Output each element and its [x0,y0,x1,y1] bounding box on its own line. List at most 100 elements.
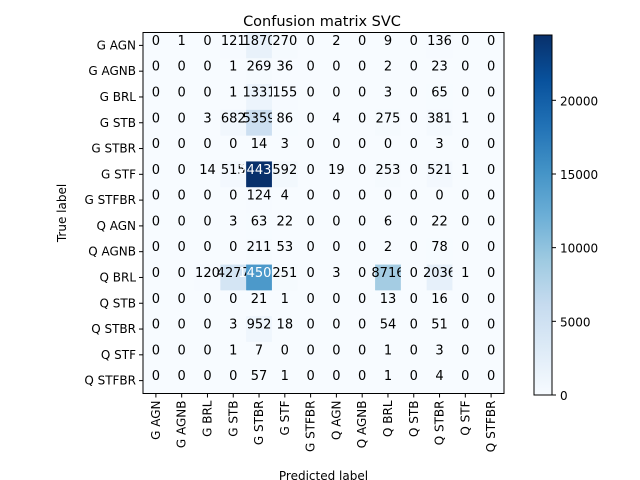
cell-value-label: 14 [199,163,216,178]
x-tick-label: G AGNB [175,401,189,449]
heatmap-cell [168,187,196,214]
heatmap-cell [400,58,428,85]
heatmap-cell [143,109,170,137]
heatmap-cell [400,341,428,369]
heatmap-cell [478,58,505,85]
cell-value-label: 0 [178,214,186,229]
heatmap-cell [168,32,196,59]
heatmap-cell [349,316,376,343]
cell-value-label: 0 [487,266,495,281]
cell-value-label: 51 [431,318,448,333]
x-tick-label: Q AGNB [355,401,369,449]
cell-value-label: 13 [380,292,397,307]
cell-value-label: 0 [203,343,211,358]
heatmap-cell [271,238,299,266]
heatmap-cell [194,32,221,59]
heatmap-cell [426,238,453,266]
heatmap-cell [143,32,170,59]
heatmap-cell [297,367,324,394]
cell-value-label: 4277 [217,266,250,281]
y-tick-label: Q BRL [99,270,136,284]
cell-value-label: 63 [251,214,268,229]
heatmap-cell [349,135,376,162]
heatmap-cell [220,238,247,266]
heatmap-cell [478,135,505,162]
cell-value-label: 4 [332,111,340,126]
cell-value-label: 54 [380,318,397,333]
heatmap-cell [426,367,453,394]
cell-value-label: 0 [229,189,237,204]
heatmap-cell [246,367,273,394]
x-tick-label: G STBR [252,401,266,446]
cell-value-label: 0 [306,266,314,281]
cell-value-label: 211 [247,240,272,255]
heatmap-cell [400,238,428,266]
y-tick-label: G AGN [97,38,136,52]
cell-value-label: 0 [306,60,314,75]
heatmap-cell [220,341,247,369]
heatmap-cell [426,84,453,111]
cell-value-label: 0 [281,343,289,358]
heatmap-cell [478,213,505,240]
cell-value-label: 0 [358,214,366,229]
cell-value-label: 0 [332,137,340,152]
heatmap-cell [349,84,376,111]
heatmap-cell [271,290,299,317]
cell-value-label: 592 [272,163,297,178]
heatmap-cell [194,135,221,162]
cell-value-label: 0 [410,60,418,75]
heatmap-cell [194,213,221,240]
heatmap-cell [452,109,479,137]
heatmap-cell [349,187,376,214]
cell-value-label: 0 [178,163,186,178]
cell-value-label: 0 [178,369,186,384]
heatmap-cell [297,109,324,137]
cell-value-label: 0 [461,189,469,204]
y-tick-label: G BRL [100,90,137,104]
heatmap-cell [426,290,453,317]
cell-value-label: 0 [152,60,160,75]
heatmap-cell [452,290,479,317]
heatmap-cell [246,213,273,240]
y-tick-label: Q STF [101,348,136,362]
cell-value-label: 0 [410,240,418,255]
heatmap-cell [478,316,505,343]
cell-value-label: 0 [306,111,314,126]
cell-value-label: 2 [384,60,392,75]
heatmap-cell [246,32,273,59]
heatmap-cell [220,213,247,240]
heatmap-cell [323,264,350,291]
heatmap-cell [143,58,170,85]
heatmap-cell [375,316,402,343]
heatmap-cell [400,290,428,317]
cell-value-label: 0 [358,85,366,100]
colorbar-tick-label: 5000 [560,315,591,329]
cell-value-label: 0 [358,111,366,126]
heatmap-cell [297,135,324,162]
heatmap-cell [194,84,221,111]
y-tick-label: Q STFBR [84,374,136,388]
heatmap-cell [168,84,196,111]
cell-value-label: 0 [461,369,469,384]
heatmap-cell [168,213,196,240]
heatmap-cell [323,187,350,214]
heatmap-cell [246,84,273,111]
cell-value-label: 2 [332,34,340,49]
heatmap-cell [143,161,170,188]
cell-value-label: 381 [427,111,452,126]
cell-value-label: 0 [203,34,211,49]
cell-value-label: 21 [251,292,268,307]
colorbar-frame [533,34,553,396]
heatmap-cell [143,341,170,369]
heatmap-cell [323,290,350,317]
heatmap-cell [375,238,402,266]
heatmap-cell [246,135,273,162]
heatmap-cell [297,213,324,240]
heatmap-cell [297,32,324,59]
heatmap-cell [143,213,170,240]
heatmap-cell [478,238,505,266]
cell-value-label: 0 [203,137,211,152]
cell-value-label: 952 [247,318,272,333]
cell-value-label: 0 [487,369,495,384]
cell-value-label: 8716 [371,266,404,281]
